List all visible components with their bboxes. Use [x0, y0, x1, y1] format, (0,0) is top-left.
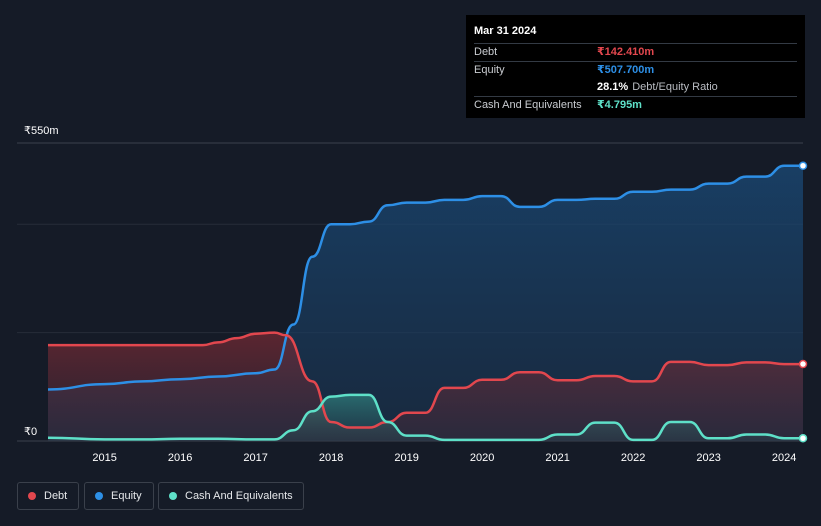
x-tick-label: 2024: [772, 452, 796, 464]
cash-and-equivalents-endpoint: [798, 434, 808, 443]
tooltip-cash-label: Cash And Equivalents: [474, 99, 582, 111]
equity-endpoint: [798, 161, 808, 171]
tooltip-panel: Mar 31 2024 Debt ₹142.410m Equity ₹507.7…: [466, 15, 805, 118]
x-tick-label: 2019: [394, 452, 418, 464]
tooltip-cash-value: ₹4.795m: [597, 99, 642, 111]
debt-line: [48, 331, 803, 429]
tooltip-row-debt: Debt ₹142.410m: [474, 43, 797, 61]
series-lines: [47, 164, 803, 442]
x-tick-label: 2022: [621, 452, 645, 464]
y-tick-label: ₹0: [24, 426, 37, 438]
cash-and-equivalents-area: [48, 394, 803, 441]
tooltip-row-equity: Equity ₹507.700m: [474, 61, 797, 79]
x-tick-label: 2017: [243, 452, 267, 464]
legend-debt-label: Debt: [44, 490, 68, 502]
x-tick-label: 2015: [92, 452, 116, 464]
legend-debt-dot: [28, 492, 36, 500]
series-endpoints: [798, 161, 808, 443]
tooltip-debt-label: Debt: [474, 46, 498, 58]
y-axis: ₹550m ₹0: [24, 125, 59, 438]
legend-cash-dot: [169, 492, 177, 500]
tooltip-date: Mar 31 2024: [474, 25, 537, 37]
cash-and-equivalents-line: [47, 393, 803, 442]
tooltip-debt-value: ₹142.410m: [597, 46, 655, 58]
x-tick-label: 2018: [319, 452, 343, 464]
tooltip-row-ratio: 28.1% Debt/Equity Ratio: [474, 79, 797, 96]
x-tick-label: 2023: [696, 452, 720, 464]
tooltip-ratio-value: 28.1%: [597, 81, 629, 93]
legend-item-debt[interactable]: Debt: [17, 482, 79, 510]
x-tick-label: 2020: [470, 452, 494, 464]
legend-item-cash[interactable]: Cash And Equivalents: [158, 482, 304, 510]
tooltip-equity-label: Equity: [474, 64, 505, 76]
series-areas: [48, 165, 803, 442]
tooltip-ratio-label: Debt/Equity Ratio: [632, 81, 718, 93]
y-tick-label: ₹550m: [24, 125, 59, 137]
legend-cash-label: Cash And Equivalents: [185, 490, 293, 502]
legend-equity-dot: [95, 492, 103, 500]
equity-line: [47, 164, 803, 391]
x-axis: 2015 2016 2017 2018 2019 2020 2021 2022 2023 2024: [92, 452, 796, 464]
equity-area: [48, 165, 803, 442]
x-tick-label: 2016: [168, 452, 192, 464]
tooltip-row-cash: Cash And Equivalents ₹4.795m: [474, 96, 797, 114]
legend-equity-label: Equity: [111, 490, 142, 502]
x-tick-label: 2021: [545, 452, 569, 464]
tooltip-equity-value: ₹507.700m: [597, 64, 655, 76]
debt-endpoint: [798, 359, 808, 369]
legend-item-equity[interactable]: Equity: [84, 482, 154, 510]
debt-area: [48, 332, 803, 441]
